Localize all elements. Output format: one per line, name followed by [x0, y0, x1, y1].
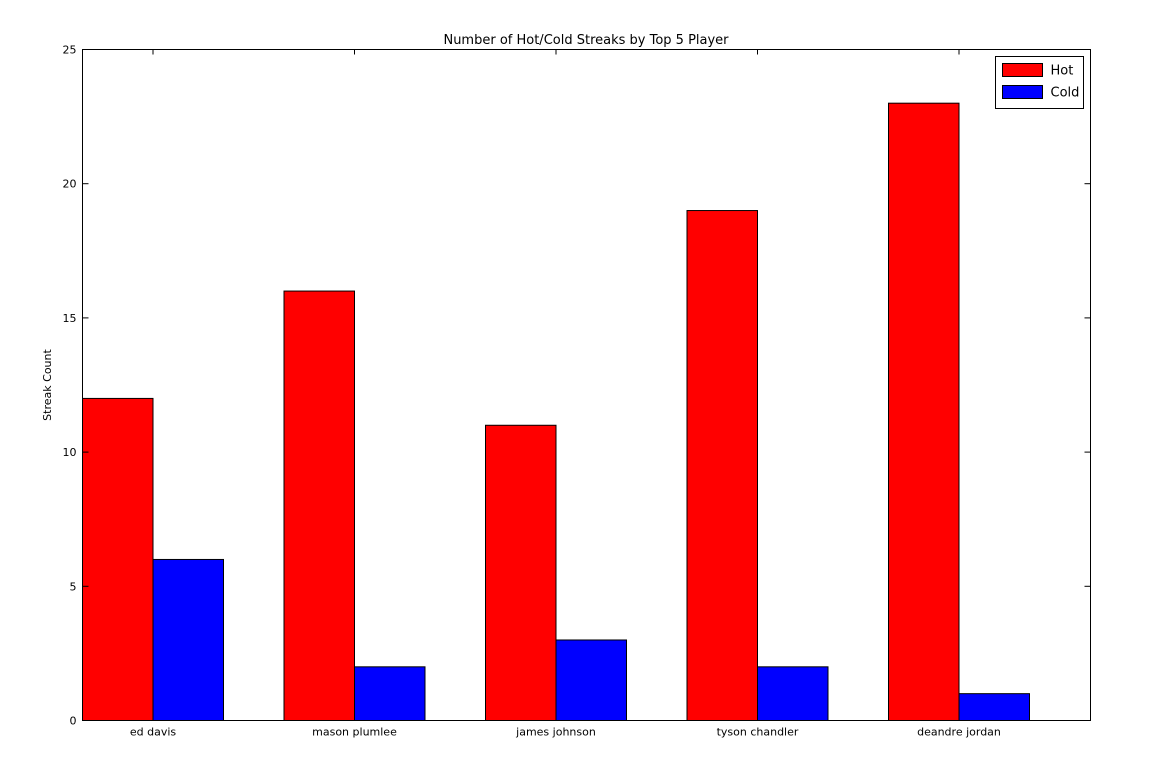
x-tick-label: ed davis [130, 726, 177, 739]
bar-hot-ed-davis [82, 397, 154, 721]
y-tick-label: 5 [70, 580, 77, 593]
x-tick-label: mason plumlee [312, 726, 397, 739]
y-axis-label: Streak Count [41, 349, 54, 421]
legend-swatch-hot [1002, 63, 1043, 77]
y-tick-label: 25 [63, 44, 77, 57]
bars-layer [82, 102, 1030, 722]
legend-label-cold: Cold [1051, 86, 1080, 101]
legend-swatch-cold [1002, 85, 1043, 99]
legend: Hot Cold [995, 56, 1084, 109]
ticks-layer: ed davis mason plumlee james johnson tyson … [63, 44, 1091, 739]
y-tick-label: 15 [63, 312, 77, 325]
x-tick-label: james johnson [515, 726, 596, 739]
bar-cold-ed-davis [152, 558, 224, 722]
x-tick-label: tyson chandler [717, 726, 799, 739]
bar-cold-james-johnson [555, 639, 627, 721]
y-tick-label: 10 [63, 446, 77, 459]
bar-cold-deandre-jordan [958, 693, 1030, 721]
bar-hot-james-johnson [485, 424, 557, 721]
y-tick-label: 0 [70, 715, 77, 728]
legend-label-hot: Hot [1051, 64, 1074, 79]
bar-hot-tyson-chandler [686, 210, 758, 721]
y-tick-label: 20 [63, 178, 77, 191]
bar-cold-tyson-chandler [757, 666, 829, 722]
bar-hot-deandre-jordan [888, 102, 960, 722]
chart-title: Number of Hot/Cold Streaks by Top 5 Play… [443, 33, 729, 48]
x-tick-label: deandre jordan [917, 726, 1001, 739]
bar-cold-mason-plumlee [354, 666, 426, 722]
plot-frame [82, 49, 1091, 721]
bar-hot-mason-plumlee [283, 290, 355, 721]
